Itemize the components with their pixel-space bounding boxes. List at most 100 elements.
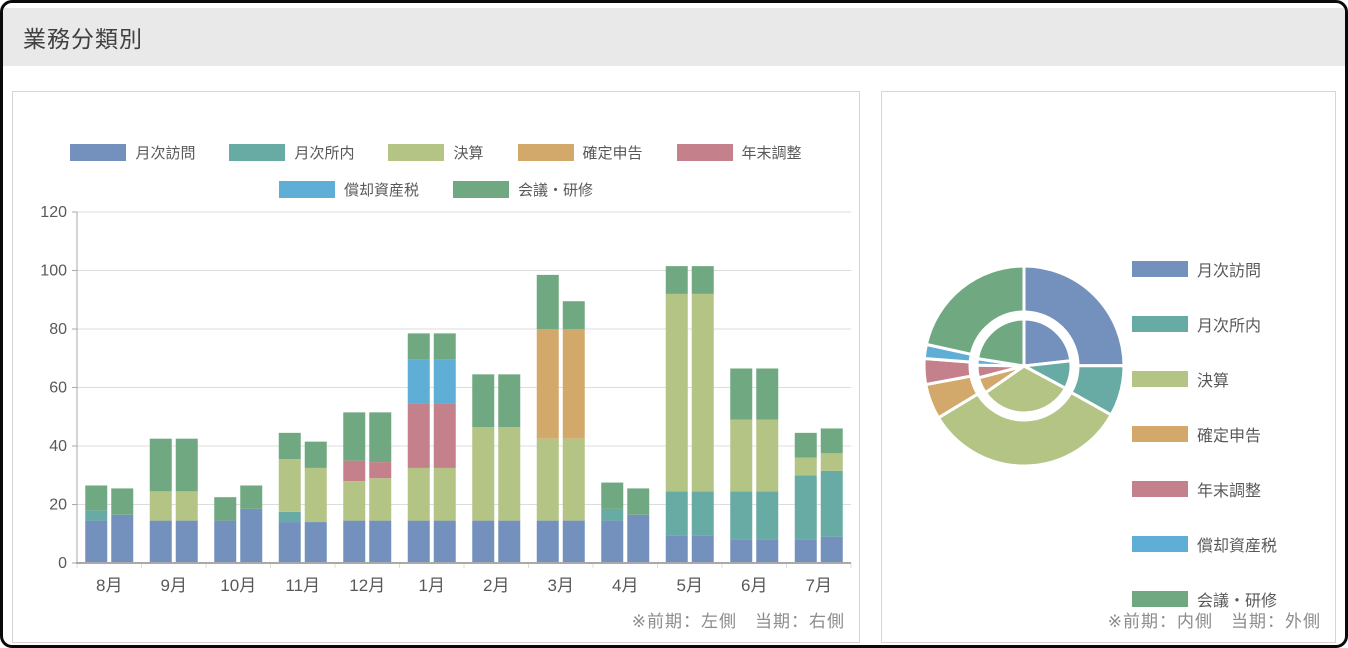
bar-segment-curr[interactable] <box>562 329 585 439</box>
bar-segment-curr[interactable] <box>369 478 392 521</box>
bar-segment-prev[interactable] <box>665 535 688 563</box>
bar-segment-curr[interactable] <box>691 266 714 294</box>
bar-segment-prev[interactable] <box>601 508 624 521</box>
bar-segment-curr[interactable] <box>498 426 521 521</box>
bar-segment-curr[interactable] <box>175 438 198 492</box>
bar-segment-prev[interactable] <box>278 432 301 460</box>
legend-item[interactable]: 月次訪問 <box>1132 257 1277 281</box>
bar-segment-prev[interactable] <box>149 491 172 521</box>
bar-segment-prev[interactable] <box>472 426 495 521</box>
bar-segment-prev[interactable] <box>407 520 430 563</box>
bar-segment-curr[interactable] <box>111 514 134 563</box>
bar-segment-curr[interactable] <box>498 374 521 427</box>
legend-item[interactable]: 会議・研修 <box>1132 587 1277 611</box>
legend-item[interactable]: 確定申告 <box>1132 422 1277 446</box>
bar-segment-curr[interactable] <box>562 301 585 329</box>
bar-segment-curr[interactable] <box>756 419 779 492</box>
legend-item[interactable]: 月次訪問 <box>70 142 195 163</box>
bar-segment-prev[interactable] <box>665 491 688 536</box>
bar-segment-prev[interactable] <box>536 274 559 329</box>
donut-inner-segment[interactable] <box>1022 317 1073 368</box>
bar-segment-curr[interactable] <box>820 536 843 563</box>
donut-outer-segment[interactable] <box>936 390 1113 468</box>
bar-segment-curr[interactable] <box>304 467 327 523</box>
bar-segment-curr[interactable] <box>111 488 134 515</box>
legend-item[interactable]: 年末調整 <box>1132 477 1277 501</box>
bar-segment-prev[interactable] <box>214 520 237 563</box>
bar-segment-curr[interactable] <box>691 293 714 492</box>
bar-segment-prev[interactable] <box>536 438 559 521</box>
bar-segment-curr[interactable] <box>369 520 392 563</box>
bar-segment-prev[interactable] <box>343 481 366 521</box>
bar-segment-prev[interactable] <box>407 359 430 404</box>
bar-segment-prev[interactable] <box>665 293 688 492</box>
legend-item[interactable]: 決算 <box>388 142 484 163</box>
bar-segment-curr[interactable] <box>304 522 327 563</box>
donut-outer-segment[interactable] <box>924 264 1026 356</box>
bar-segment-curr[interactable] <box>562 438 585 521</box>
legend-item[interactable]: 確定申告 <box>517 142 643 163</box>
bar-segment-curr[interactable] <box>369 462 392 479</box>
bar-segment-prev[interactable] <box>343 412 366 461</box>
bar-segment-curr[interactable] <box>627 514 650 563</box>
legend-item[interactable]: 年末調整 <box>676 142 802 163</box>
bar-segment-prev[interactable] <box>601 482 624 509</box>
bar-segment-curr[interactable] <box>175 520 198 563</box>
bar-segment-curr[interactable] <box>627 488 650 515</box>
bar-segment-prev[interactable] <box>536 520 559 563</box>
bar-segment-curr[interactable] <box>433 520 456 563</box>
donut-outer-segment[interactable] <box>1022 264 1126 368</box>
bar-segment-curr[interactable] <box>433 403 456 468</box>
bar-segment-curr[interactable] <box>498 520 521 563</box>
bar-segment-prev[interactable] <box>85 520 108 563</box>
bar-segment-prev[interactable] <box>730 539 753 563</box>
bar-segment-curr[interactable] <box>820 470 843 537</box>
bar-segment-curr[interactable] <box>240 485 263 509</box>
bar-segment-prev[interactable] <box>149 438 172 492</box>
bar-segment-prev[interactable] <box>278 511 301 523</box>
bar-segment-curr[interactable] <box>756 491 779 540</box>
legend-item[interactable]: 月次所内 <box>229 142 354 163</box>
bar-segment-prev[interactable] <box>278 522 301 563</box>
bar-segment-curr[interactable] <box>562 520 585 563</box>
bar-segment-prev[interactable] <box>85 485 108 511</box>
bar-segment-curr[interactable] <box>433 333 456 360</box>
bar-segment-curr[interactable] <box>756 368 779 420</box>
bar-segment-prev[interactable] <box>730 368 753 420</box>
bar-segment-curr[interactable] <box>691 535 714 563</box>
bar-segment-prev[interactable] <box>665 266 688 294</box>
bar-segment-prev[interactable] <box>149 520 172 563</box>
bar-segment-prev[interactable] <box>794 475 817 540</box>
donut-inner-segment[interactable] <box>983 364 1067 415</box>
bar-segment-prev[interactable] <box>472 374 495 427</box>
donut-inner-segment[interactable] <box>976 317 1026 368</box>
bar-segment-curr[interactable] <box>691 491 714 536</box>
bar-segment-curr[interactable] <box>756 539 779 563</box>
bar-segment-prev[interactable] <box>278 459 301 512</box>
bar-segment-curr[interactable] <box>304 441 327 468</box>
bar-segment-prev[interactable] <box>407 467 430 521</box>
bar-segment-prev[interactable] <box>730 419 753 492</box>
bar-segment-prev[interactable] <box>536 329 559 439</box>
bar-segment-curr[interactable] <box>369 412 392 463</box>
bar-segment-prev[interactable] <box>85 510 108 521</box>
legend-item[interactable]: 会議・研修 <box>453 179 593 200</box>
bar-segment-prev[interactable] <box>472 520 495 563</box>
bar-segment-prev[interactable] <box>794 539 817 563</box>
legend-item[interactable]: 償却資産税 <box>278 179 419 200</box>
legend-item[interactable]: 月次所内 <box>1132 312 1277 336</box>
bar-segment-prev[interactable] <box>794 457 817 476</box>
bar-segment-curr[interactable] <box>433 359 456 404</box>
legend-item[interactable]: 償却資産税 <box>1132 532 1277 556</box>
legend-item[interactable]: 決算 <box>1132 367 1277 391</box>
bar-segment-prev[interactable] <box>343 520 366 563</box>
bar-segment-curr[interactable] <box>820 428 843 454</box>
bar-segment-curr[interactable] <box>175 491 198 521</box>
bar-segment-prev[interactable] <box>214 497 237 521</box>
bar-segment-curr[interactable] <box>240 508 263 563</box>
bar-segment-prev[interactable] <box>794 432 817 458</box>
bar-segment-prev[interactable] <box>343 460 366 482</box>
bar-segment-curr[interactable] <box>820 453 843 471</box>
bar-segment-prev[interactable] <box>730 491 753 540</box>
bar-segment-curr[interactable] <box>433 467 456 521</box>
